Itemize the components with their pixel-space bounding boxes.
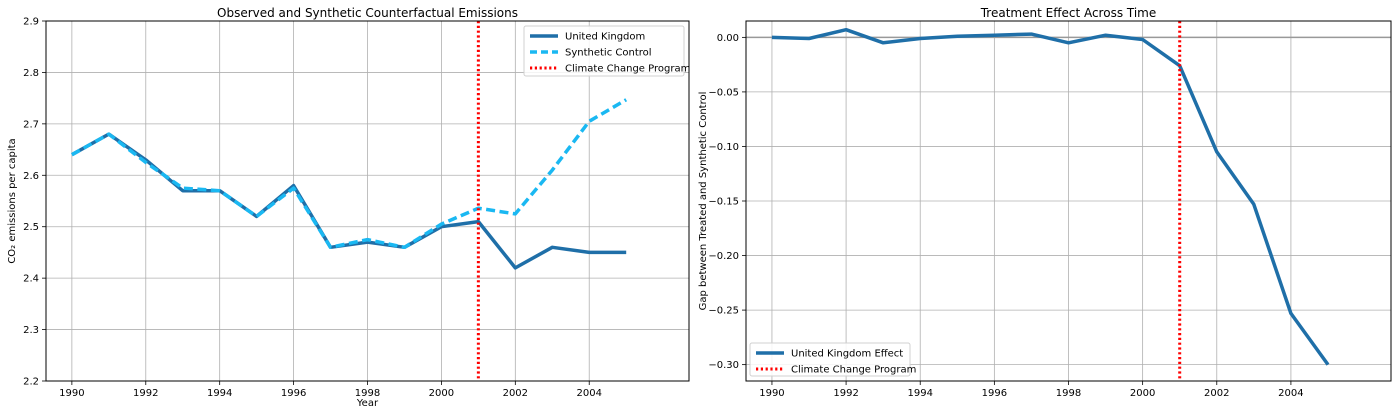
x-axis-label: Year [356,398,379,409]
y-tick-label: 0.00 [717,33,739,44]
legend: United Kingdom Synthetic Control Climate C… [523,25,690,77]
x-axis-ticks: 1990 1992 1994 1996 1998 2000 2002 2004 [59,381,602,399]
y-tick-label: 2.2 [23,377,39,388]
x-tick-label: 1992 [133,388,158,399]
x-tick-label: 2004 [576,388,601,399]
y-tick-label: −0.05 [708,87,739,98]
x-tick-label: 2000 [1130,388,1155,399]
y-tick-label: −0.30 [708,360,739,371]
chart-2: 1990 1992 1994 1996 1998 2000 2002 2004 0.00 −0.0… [698,6,1392,399]
legend-label: United Kingdom [565,32,645,43]
y-tick-label: 2.6 [23,171,39,182]
x-tick-label: 1996 [982,388,1007,399]
x-tick-label: 2002 [1204,388,1229,399]
plot-frame [745,20,1392,382]
legend-box [523,25,685,77]
series-line-1 [771,27,1330,366]
series-line-1 [71,132,627,270]
x-tick-label: 2004 [1278,388,1303,399]
y-tick-label: 2.3 [23,325,39,336]
x-tick-label: 1998 [1056,388,1081,399]
legend-box [749,342,911,377]
legend-label: Climate Change Program [791,365,916,376]
series-line-2 [71,98,628,250]
y-tick-label: −0.25 [708,306,739,317]
y-tick-label: −0.15 [708,197,739,208]
x-tick-label: 1994 [207,388,232,399]
x-axis-ticks: 1990 1992 1994 1996 1998 2000 2002 2004 [759,381,1304,399]
y-tick-label: 2.4 [23,274,39,285]
chart-title: Treatment Effect Across Time [980,6,1157,20]
y-tick-label: 2.8 [23,68,39,79]
legend-label: Synthetic Control [565,48,652,59]
x-tick-label: 2000 [429,388,454,399]
y-axis-ticks: 0.00 −0.05 −0.10 −0.15 −0.20 −0.25 −0.30 [708,33,746,371]
x-tick-label: 1998 [355,388,380,399]
x-tick-label: 2002 [503,388,528,399]
x-tick-label: 1994 [907,388,932,399]
legend-label: Climate Change Program [565,64,690,75]
y-tick-label: −0.20 [708,251,739,262]
x-tick-label: 1992 [833,388,858,399]
y-axis-ticks: 2.2 2.3 2.4 2.5 2.6 2.7 2.8 2.9 [23,17,46,388]
y-tick-label: 2.7 [23,119,39,130]
plot-frame [45,20,690,382]
x-tick-label: 1996 [281,388,306,399]
y-axis-label: CO₂ emissions per capita [7,138,18,263]
x-tick-label: 1990 [59,388,84,399]
chart-title: Observed and Synthetic Counterfactual Em… [217,6,518,20]
legend: United Kingdom Effect Climate Change Prog… [749,342,916,377]
grid [46,20,689,382]
y-axis-label: Gap between Treated and Synthetic Contro… [698,92,709,311]
legend-label: United Kingdom Effect [791,349,903,360]
y-tick-label: 2.9 [23,17,39,28]
chart-1: 1990 1992 1994 1996 1998 2000 2002 20042.22.32.… [7,6,690,409]
y-tick-label: −0.10 [708,142,739,153]
x-tick-label: 1990 [759,388,784,399]
grid [746,21,1391,381]
y-tick-label: 2.5 [23,222,39,233]
